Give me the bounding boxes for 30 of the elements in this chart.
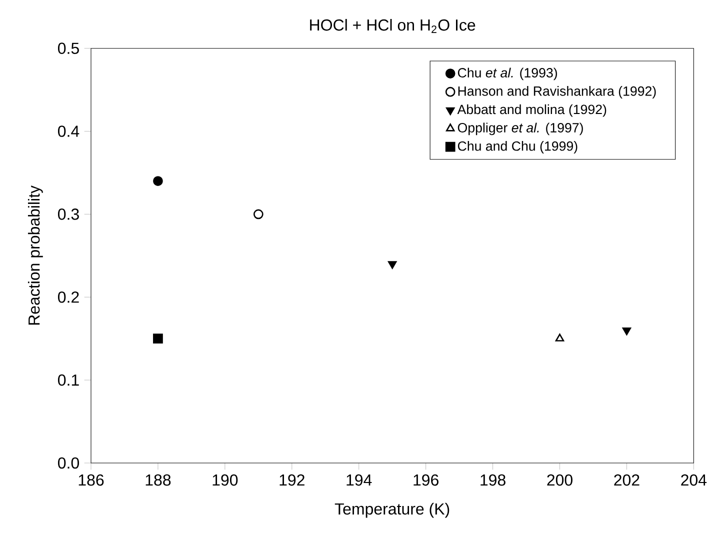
y-tick-label: 0.1	[58, 374, 79, 386]
legend-label: Hanson and Ravishankara (1992)	[458, 86, 656, 98]
x-tick-label: 190	[212, 474, 238, 486]
legend-label: Oppliger et al. (1997)	[458, 122, 583, 136]
y-tick-label: 0.2	[58, 291, 79, 303]
x-tick-label: 198	[480, 474, 506, 486]
y-tick-label: 0.3	[58, 208, 79, 220]
y-tick-label: 0.4	[58, 126, 80, 137]
y-tick-label: 0.5	[58, 42, 79, 54]
x-tick-label: 196	[414, 474, 438, 486]
point	[555, 334, 564, 342]
chart-title: HOCl + HCl on H$_{2}$O Ice	[310, 18, 476, 33]
point	[153, 176, 163, 186]
x-tick-label: 188	[146, 474, 171, 486]
y-tick-label: 0.0	[58, 457, 80, 469]
x-tick-label: 192	[280, 474, 304, 486]
legend-label: Abbatt and molina (1992)	[457, 104, 606, 117]
point	[388, 261, 397, 269]
x-axis-title: Temperature (K)	[334, 502, 450, 518]
x-tick-label: 186	[78, 474, 104, 486]
point	[253, 209, 264, 220]
legend-label: Chu and Chu (1999)	[458, 141, 578, 154]
x-tick-label: 200	[547, 474, 572, 486]
legend-label: Chu et al. (1993)	[458, 68, 557, 80]
x-tick-label: 204	[681, 474, 707, 486]
y-axis-title: Reaction probability	[28, 185, 43, 325]
point	[622, 328, 632, 336]
x-tick-label: 194	[346, 474, 372, 486]
point	[153, 334, 163, 344]
x-tick-label: 202	[614, 474, 640, 486]
